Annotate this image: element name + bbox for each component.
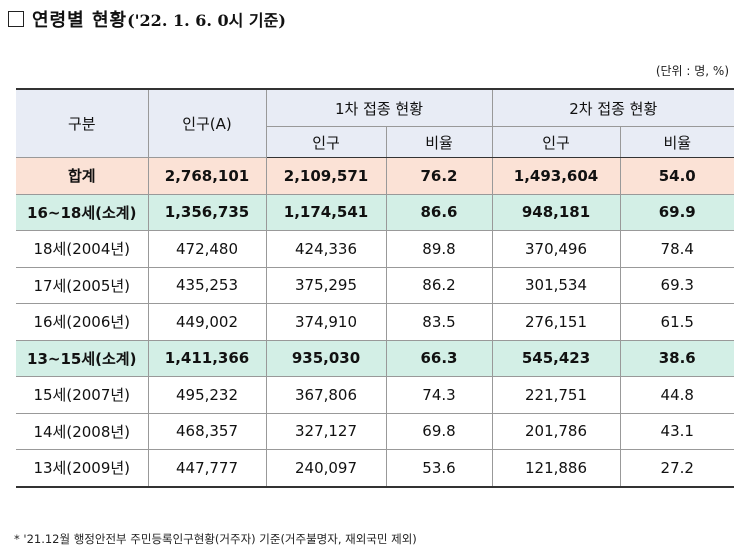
- header-dose1-rate: 비율: [385, 126, 493, 158]
- table-row: 14세(2008년) 468,357 327,127 69.8 201,786 43.1: [16, 412, 734, 450]
- title-sub: ('22. 1. 6. 0시 기준): [127, 11, 286, 30]
- title-main: 연령별 현황: [32, 10, 128, 31]
- cell-dose2-count: 201,786: [491, 412, 621, 450]
- cell-dose2-rate: 44.8: [619, 376, 734, 414]
- cell-category: 14세(2008년): [16, 412, 149, 450]
- table-row: 16세(2006년) 449,002 374,910 83.5 276,151 61.5: [16, 303, 734, 341]
- table-body: 합계 2,768,101 2,109,571 76.2 1,493,604 54.0 16~…: [16, 157, 734, 487]
- cell-category: 13~15세(소계): [16, 339, 149, 377]
- cell-category: 17세(2005년): [16, 266, 149, 304]
- cell-dose2-rate: 69.9: [619, 193, 734, 231]
- table-row: 13세(2009년) 447,777 240,097 53.6 121,886 27.2: [16, 449, 734, 487]
- cell-category: 16~18세(소계): [16, 193, 149, 231]
- cell-population: 495,232: [147, 376, 267, 414]
- cell-category: 15세(2007년): [16, 376, 149, 414]
- header-dose2: 2차 접종 현황: [491, 88, 734, 127]
- cell-population: 449,002: [147, 303, 267, 341]
- cell-dose1-rate: 66.3: [385, 339, 493, 377]
- cell-dose2-count: 221,751: [491, 376, 621, 414]
- table-row: 15세(2007년) 495,232 367,806 74.3 221,751 44.8: [16, 376, 734, 414]
- cell-dose1-count: 424,336: [265, 230, 387, 268]
- cell-dose2-count: 948,181: [491, 193, 621, 231]
- header-population: 인구(A): [147, 88, 267, 158]
- cell-dose2-rate: 38.6: [619, 339, 734, 377]
- cell-dose2-rate: 78.4: [619, 230, 734, 268]
- cell-dose2-count: 370,496: [491, 230, 621, 268]
- header-dose1: 1차 접종 현황: [265, 88, 493, 127]
- cell-category: 16세(2006년): [16, 303, 149, 341]
- subtotal-row: 13~15세(소계) 1,411,366 935,030 66.3 545,423 38.…: [16, 339, 734, 377]
- cell-category: 18세(2004년): [16, 230, 149, 268]
- cell-dose2-rate: 61.5: [619, 303, 734, 341]
- cell-dose1-rate: 69.8: [385, 412, 493, 450]
- cell-dose1-rate: 74.3: [385, 376, 493, 414]
- cell-dose1-count: 2,109,571: [265, 157, 387, 195]
- cell-dose1-count: 935,030: [265, 339, 387, 377]
- cell-dose1-rate: 86.6: [385, 193, 493, 231]
- cell-population: 1,411,366: [147, 339, 267, 377]
- cell-dose2-rate: 69.3: [619, 266, 734, 304]
- header-category: 구분: [16, 88, 149, 158]
- cell-category: 13세(2009년): [16, 449, 149, 487]
- cell-dose1-count: 327,127: [265, 412, 387, 450]
- table-row: 17세(2005년) 435,253 375,295 86.2 301,534 69.3: [16, 266, 734, 304]
- table-row: 18세(2004년) 472,480 424,336 89.8 370,496 78.4: [16, 230, 734, 268]
- unit-label: (단위 : 명, %): [655, 64, 729, 78]
- cell-dose2-rate: 54.0: [619, 157, 734, 195]
- cell-dose1-count: 1,174,541: [265, 193, 387, 231]
- subtotal-row: 16~18세(소계) 1,356,735 1,174,541 86.6 948,181 6…: [16, 193, 734, 231]
- cell-dose2-count: 276,151: [491, 303, 621, 341]
- section-title: 연령별 현황 ('22. 1. 6. 0시 기준): [8, 6, 286, 32]
- cell-dose1-count: 375,295: [265, 266, 387, 304]
- cell-dose2-count: 1,493,604: [491, 157, 621, 195]
- cell-population: 472,480: [147, 230, 267, 268]
- cell-dose1-rate: 53.6: [385, 449, 493, 487]
- header-dose1-population: 인구: [266, 126, 387, 158]
- header-dose2-rate: 비율: [619, 126, 734, 158]
- cell-population: 435,253: [147, 266, 267, 304]
- cell-dose1-count: 367,806: [265, 376, 387, 414]
- age-vaccination-table: 구분 인구(A) 1차 접종 현황 2차 접종 현황 인구 비율 인구 비율 합…: [16, 88, 734, 488]
- cell-population: 447,777: [147, 449, 267, 487]
- checkbox-icon: [8, 11, 24, 27]
- cell-dose2-count: 301,534: [491, 266, 621, 304]
- cell-population: 1,356,735: [147, 193, 267, 231]
- cell-dose2-count: 121,886: [491, 449, 621, 487]
- total-row: 합계 2,768,101 2,109,571 76.2 1,493,604 54.0: [16, 157, 734, 195]
- cell-dose1-count: 240,097: [265, 449, 387, 487]
- cell-dose1-rate: 76.2: [385, 157, 493, 195]
- cell-dose2-count: 545,423: [491, 339, 621, 377]
- footnote: * '21.12월 행정안전부 주민등록인구현황(거주자) 기준(거주불명자, …: [14, 532, 417, 546]
- cell-category: 합계: [16, 157, 149, 195]
- cell-dose2-rate: 43.1: [619, 412, 734, 450]
- cell-dose1-rate: 83.5: [385, 303, 493, 341]
- cell-population: 468,357: [147, 412, 267, 450]
- cell-dose1-count: 374,910: [265, 303, 387, 341]
- cell-dose2-rate: 27.2: [619, 449, 734, 487]
- header-dose2-population: 인구: [491, 126, 621, 158]
- cell-population: 2,768,101: [147, 157, 267, 195]
- cell-dose1-rate: 86.2: [385, 266, 493, 304]
- cell-dose1-rate: 89.8: [385, 230, 493, 268]
